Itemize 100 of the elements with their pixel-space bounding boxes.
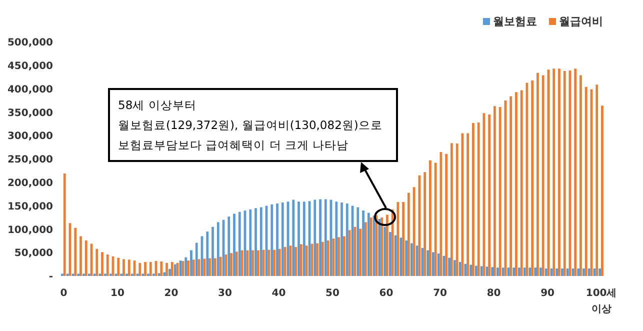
- bar: [314, 200, 316, 276]
- bar: [144, 262, 146, 276]
- bar: [434, 162, 437, 276]
- bar: [249, 210, 252, 276]
- bar: [310, 244, 314, 276]
- bar: [384, 226, 386, 276]
- bar: [230, 253, 232, 276]
- bar: [472, 122, 474, 276]
- bar: [298, 202, 300, 276]
- bar: [507, 268, 510, 276]
- bar: [448, 258, 450, 276]
- bar: [531, 80, 534, 276]
- bar: [432, 252, 434, 276]
- bar: [74, 228, 77, 276]
- bar: [332, 238, 335, 276]
- bar: [426, 250, 429, 276]
- bar: [491, 267, 494, 276]
- bar: [224, 254, 228, 276]
- bar: [442, 256, 446, 276]
- bar: [488, 114, 491, 276]
- bar: [515, 92, 518, 276]
- x-tick-label: 10: [110, 288, 124, 299]
- x-tick-label: 30: [218, 288, 232, 299]
- bar: [402, 202, 405, 276]
- y-tick-label: 300,000: [7, 131, 54, 142]
- bar: [354, 226, 356, 276]
- bar: [536, 72, 539, 276]
- bar: [276, 203, 278, 276]
- bar: [593, 268, 596, 276]
- bar: [190, 250, 192, 276]
- bar: [566, 268, 569, 276]
- bar: [502, 268, 504, 276]
- bar: [106, 254, 109, 276]
- y-tick-label: 200,000: [7, 178, 54, 189]
- bar: [474, 266, 478, 276]
- x-tick-label: 70: [433, 288, 448, 299]
- bar: [494, 106, 496, 276]
- bar: [400, 238, 402, 276]
- bar: [574, 68, 577, 276]
- bar: [281, 202, 284, 276]
- bar: [563, 71, 566, 276]
- bar: [273, 250, 276, 276]
- bar: [482, 113, 486, 276]
- bar: [96, 248, 98, 276]
- bar: [268, 250, 270, 276]
- bar: [319, 199, 322, 276]
- bar: [122, 259, 125, 276]
- bar: [362, 210, 364, 276]
- bar: [166, 262, 168, 276]
- bar: [278, 248, 281, 276]
- bar: [596, 84, 598, 276]
- bar: [598, 268, 602, 276]
- bar: [206, 232, 209, 276]
- bar: [528, 268, 532, 276]
- bar: [316, 243, 318, 276]
- bar: [577, 268, 580, 276]
- bar: [396, 202, 400, 276]
- bar: [256, 250, 260, 276]
- x-tick-label: 60: [379, 288, 394, 299]
- bar: [214, 258, 216, 276]
- bar: [405, 240, 408, 276]
- bar: [203, 258, 206, 276]
- bar: [184, 257, 188, 276]
- bar: [238, 212, 241, 276]
- x-tick-label: 20: [164, 288, 178, 299]
- bar: [523, 268, 526, 276]
- bar: [378, 218, 381, 276]
- x-tick-label: 90: [540, 288, 555, 299]
- bar: [560, 268, 564, 276]
- bar: [289, 246, 292, 276]
- bar: [534, 268, 537, 276]
- bar: [342, 236, 346, 276]
- bar: [335, 202, 338, 276]
- bar: [550, 268, 553, 276]
- bar: [346, 203, 348, 276]
- bar: [80, 236, 82, 276]
- bar: [512, 268, 516, 276]
- bar: [294, 246, 297, 276]
- bar: [470, 264, 472, 276]
- bar: [558, 68, 560, 276]
- bar: [386, 214, 388, 276]
- bar: [228, 216, 230, 276]
- bar: [192, 260, 195, 276]
- x-tick-label: 100세 이상: [586, 288, 617, 315]
- bar: [464, 264, 467, 276]
- bar: [254, 208, 257, 276]
- y-tick-label: 250,000: [7, 154, 54, 166]
- bar: [302, 202, 306, 276]
- y-tick-label: 150,000: [7, 201, 54, 212]
- y-tick-label: -: [48, 272, 53, 283]
- y-tick-label: 350,000: [7, 108, 54, 119]
- bar: [580, 75, 582, 276]
- bar: [208, 258, 211, 276]
- bar: [407, 192, 410, 276]
- bar: [410, 243, 413, 276]
- bar: [456, 144, 458, 276]
- bar: [340, 202, 343, 276]
- bar: [418, 175, 421, 276]
- bar: [292, 200, 295, 276]
- bar: [445, 154, 448, 276]
